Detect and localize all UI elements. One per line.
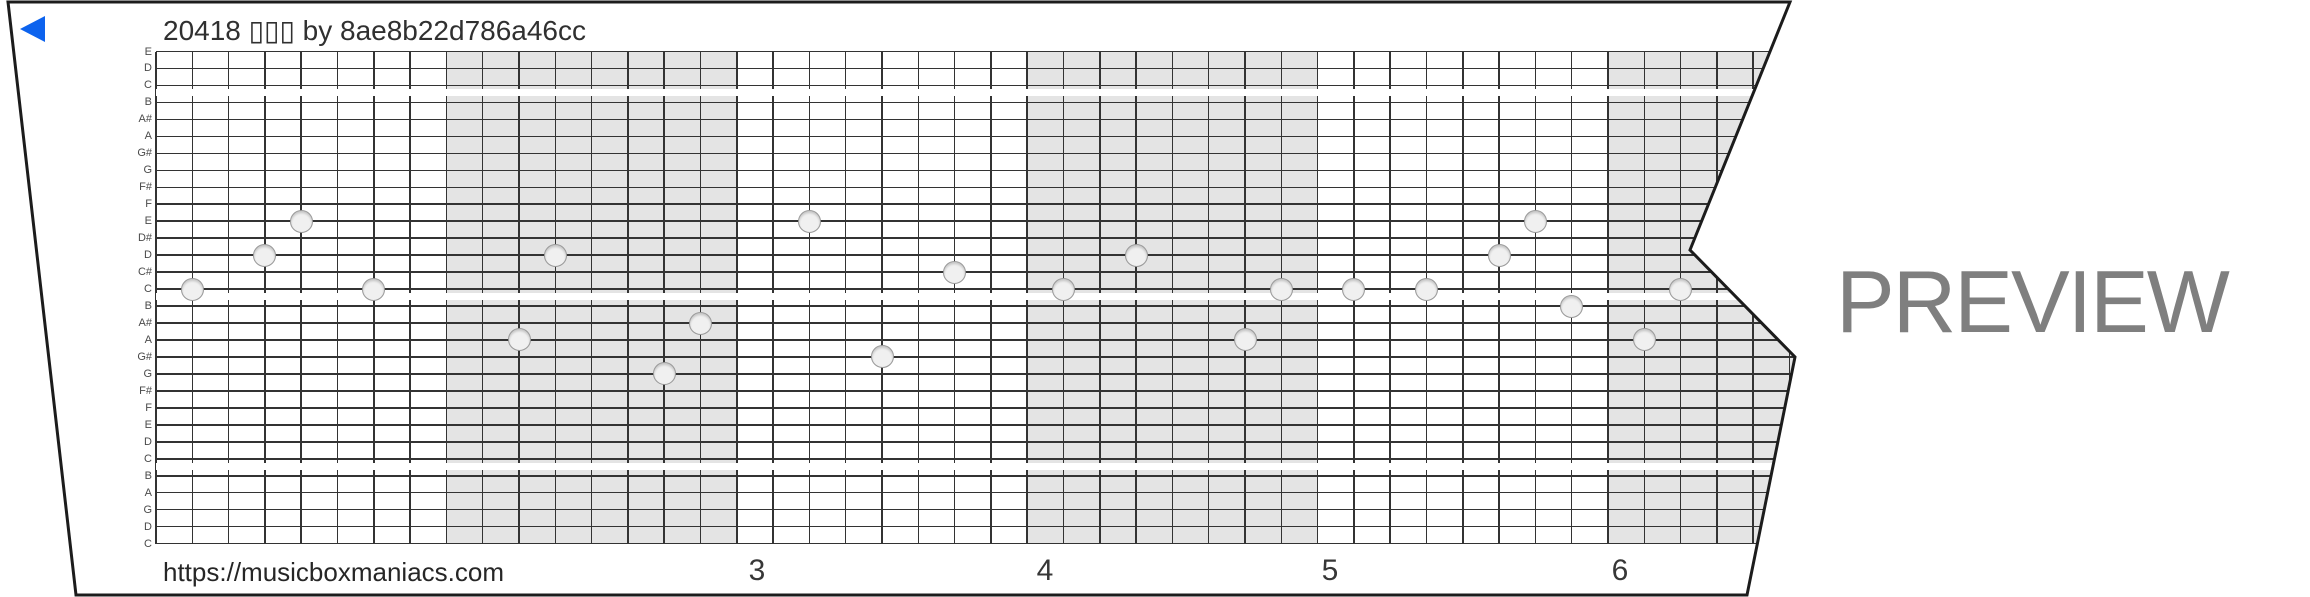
row-label: E	[144, 45, 152, 58]
row-label: B	[144, 300, 152, 313]
row-label: F#	[139, 384, 152, 397]
grid-line-horizontal	[156, 169, 1795, 172]
note-circle	[180, 277, 204, 301]
grid-line-horizontal	[156, 254, 1795, 256]
site-url: https://musicboxmaniacs.com	[163, 557, 505, 587]
grid-line-horizontal	[156, 458, 1795, 460]
note-circle	[870, 345, 894, 369]
note-circle	[1124, 243, 1148, 267]
row-label: G#	[137, 350, 152, 363]
octave-separator	[156, 89, 1795, 97]
grid-line-horizontal	[156, 186, 1795, 188]
row-label: E	[144, 418, 152, 431]
note-circle	[362, 277, 386, 301]
grid-line-horizontal	[156, 441, 1795, 443]
note-circle	[689, 311, 712, 335]
note-circle	[1269, 277, 1293, 301]
row-label: D	[144, 249, 152, 262]
grid-line-horizontal	[156, 542, 1795, 545]
grid-line-horizontal	[156, 407, 1795, 409]
play-icon[interactable]	[20, 16, 45, 42]
row-label: D	[144, 62, 152, 75]
note-circle	[1523, 209, 1547, 233]
grid-line-vertical	[1825, 52, 1827, 544]
grid-line-horizontal	[156, 491, 1795, 494]
row-label: C	[144, 283, 152, 296]
note-circle	[943, 260, 967, 284]
row-label: F#	[139, 181, 152, 194]
row-label: A	[144, 130, 152, 143]
grid-line-horizontal	[156, 84, 1795, 87]
row-label: A#	[138, 317, 152, 330]
note-circle	[797, 209, 821, 233]
measure-number: 6	[1611, 554, 1629, 587]
grid-line-horizontal	[156, 373, 1795, 375]
grid-line-horizontal	[156, 118, 1795, 121]
measure-number: 4	[1036, 554, 1054, 587]
row-label: A#	[138, 113, 152, 126]
row-label: C	[144, 79, 152, 92]
note-circle	[1415, 277, 1438, 301]
row-label: F	[145, 401, 152, 414]
grid-line-horizontal	[156, 152, 1795, 155]
row-label: C	[144, 452, 152, 465]
measure-number: 5	[1321, 554, 1339, 587]
note-circle	[289, 209, 313, 233]
row-label: A	[144, 486, 152, 499]
measure-number: 3	[748, 554, 766, 587]
row-label: D	[144, 435, 152, 448]
grid-line-horizontal	[156, 271, 1795, 273]
note-circle	[1560, 294, 1584, 318]
grid-line-horizontal	[156, 288, 1795, 290]
row-label: A	[144, 333, 152, 346]
grid-line-horizontal	[156, 135, 1795, 138]
row-label: G	[143, 164, 152, 177]
grid-line-horizontal	[156, 322, 1795, 324]
grid-line-horizontal	[156, 339, 1795, 341]
grid-line-vertical	[1752, 51, 1754, 544]
note-circle	[1669, 277, 1693, 301]
grid-line-vertical	[1788, 51, 1791, 544]
grid-line-horizontal	[156, 101, 1795, 104]
grid-line-horizontal	[156, 67, 1795, 70]
preview-watermark: PREVIEW	[1836, 252, 2230, 351]
row-label: G#	[137, 147, 152, 160]
grid-line-horizontal	[156, 237, 1795, 239]
note-circle	[1052, 277, 1075, 301]
row-label: C#	[137, 266, 152, 279]
note-circle	[507, 328, 531, 352]
row-label: G	[143, 367, 152, 380]
note-circle	[652, 362, 676, 386]
grid-line-horizontal	[156, 475, 1795, 477]
row-label: D	[144, 520, 152, 533]
grid-line-horizontal	[156, 525, 1795, 528]
octave-separator	[156, 462, 1795, 470]
grid-line-horizontal	[156, 508, 1795, 511]
grid-line-horizontal	[156, 356, 1795, 358]
row-label: D#	[137, 232, 152, 245]
page-title: 20418 ▯▯▯ by 8ae8b22d786a46cc	[163, 15, 587, 46]
row-label: F	[145, 198, 152, 211]
row-label: G	[143, 503, 152, 516]
grid-line-horizontal	[156, 50, 1795, 53]
row-label: B	[144, 96, 152, 109]
grid-line-horizontal	[156, 424, 1795, 426]
grid-line-horizontal	[156, 220, 1795, 222]
note-circle	[543, 243, 567, 267]
row-label: C	[144, 537, 152, 550]
row-label: E	[144, 215, 152, 228]
grid-line-horizontal	[156, 203, 1795, 205]
note-circle	[1233, 328, 1257, 352]
grid-line-horizontal	[156, 390, 1795, 392]
note-circle	[1342, 277, 1366, 301]
row-label: B	[144, 469, 152, 482]
note-circle	[253, 243, 277, 267]
note-circle	[1487, 243, 1511, 267]
